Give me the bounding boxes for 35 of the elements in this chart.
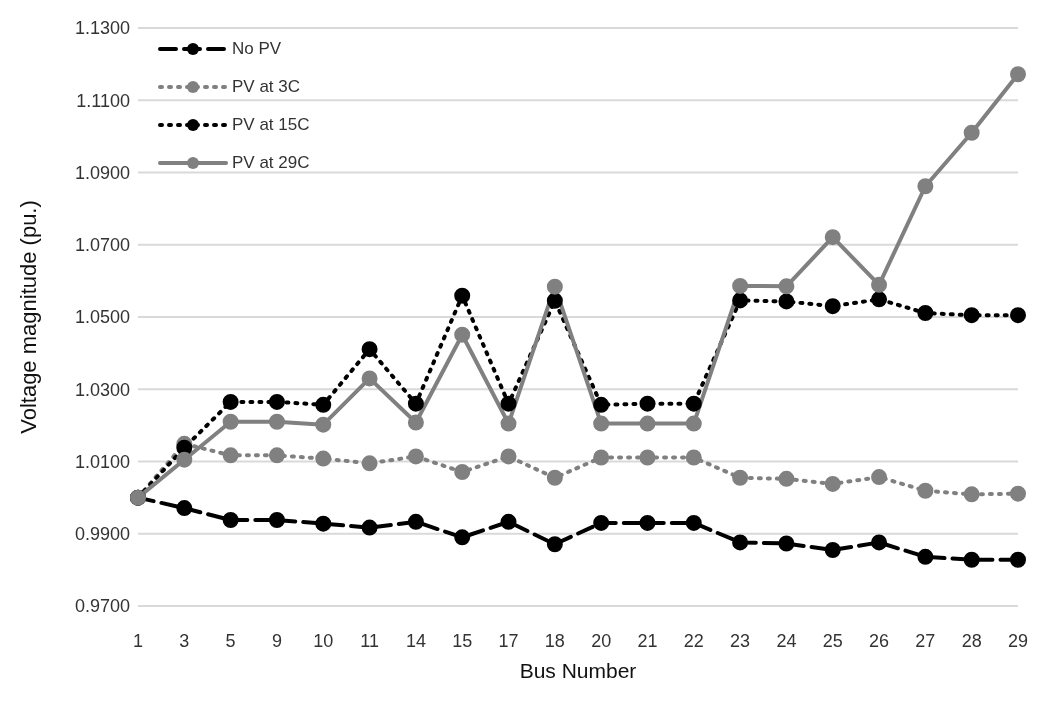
x-tick-label: 3 [179,630,190,651]
x-tick-label: 20 [591,630,612,651]
x-tick-label: 11 [360,630,379,651]
y-tick-label: 1.1100 [76,90,130,111]
x-tick-label: 15 [452,630,473,651]
x-tick-label: 28 [961,630,982,651]
x-tick-label: 25 [822,630,843,651]
x-tick-label: 21 [637,630,658,651]
x-tick-label: 23 [730,630,751,651]
legend-label: PV at 29C [232,153,310,173]
x-tick-label: 5 [225,630,236,651]
y-tick-label: 1.1300 [74,18,130,39]
x-tick-label: 27 [915,630,936,651]
x-tick-label: 26 [869,630,890,651]
x-tick-label: 22 [683,630,704,651]
y-tick-label: 1.0100 [74,451,130,472]
x-tick-label: 14 [405,630,426,651]
y-tick-label: 0.9900 [74,524,130,545]
x-tick-label: 9 [271,630,282,651]
x-tick-label: 24 [776,630,797,651]
y-tick-label: 0.9700 [74,596,130,617]
legend-label: PV at 15C [232,115,310,135]
y-tick-label: 1.0700 [74,235,130,256]
x-tick-label: 1 [132,630,144,651]
x-tick-label: 10 [313,630,334,651]
y-tick-label: 1.0900 [74,162,130,183]
x-tick-label: 17 [498,630,519,651]
y-axis-title: Voltage magnitude (pu.) [15,200,41,434]
legend-label: No PV [232,39,282,59]
y-tick-label: 1.0500 [74,307,130,328]
x-tick-label: 18 [544,630,565,651]
y-tick-label: 1.0300 [74,379,130,400]
x-tick-label: 29 [1007,630,1029,651]
legend-label: PV at 3C [232,77,301,97]
x-axis-title: Bus Number [519,659,637,682]
